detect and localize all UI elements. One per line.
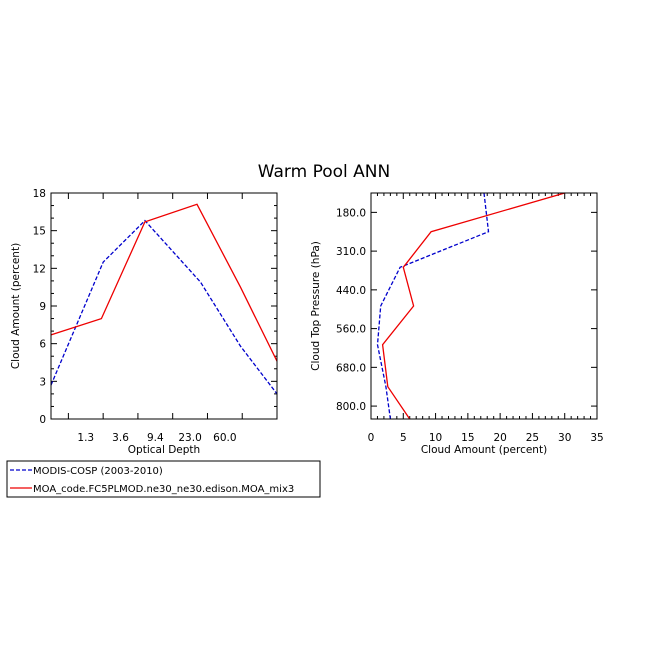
optical-depth-plot-frame <box>50 192 278 420</box>
legend-label-modis: MODIS-COSP (2003-2010) <box>33 466 163 477</box>
x-tick-label: 30 <box>558 432 571 444</box>
optical-depth-xlabel: Optical Depth <box>128 444 200 456</box>
x-tick-label: 10 <box>429 432 442 444</box>
cloud-amount-ylabel: Cloud Amount (percent) <box>10 243 22 369</box>
series-line-modis <box>50 219 278 395</box>
y-tick-label: 560.0 <box>336 324 366 336</box>
y-tick-label: 6 <box>39 339 46 351</box>
y-tick-label: 440.0 <box>336 285 366 297</box>
pressure-profile-chart: 0 5 10 15 20 25 30 35 180.0 310.0 440.0 560.0 680.0 8… <box>310 192 604 456</box>
cloud-amount-xlabel: Cloud Amount (percent) <box>421 444 547 456</box>
y-tick-label: 3 <box>39 376 46 388</box>
x-tick-label: 60.0 <box>213 432 236 444</box>
x-tick-label: 35 <box>590 432 603 444</box>
y-tick-label: 0 <box>39 414 46 426</box>
x-tick-label: 0 <box>368 432 375 444</box>
x-tick-label: 15 <box>461 432 474 444</box>
profile-line-model <box>381 192 565 420</box>
y-tick-label: 9 <box>39 301 46 313</box>
cloud-top-pressure-ylabel: Cloud Top Pressure (hPa) <box>310 241 322 371</box>
y-tick-label: 180.0 <box>336 207 366 219</box>
x-tick-label: 9.4 <box>147 432 164 444</box>
chart-title: Warm Pool ANN <box>258 162 390 182</box>
y-tick-label: 800.0 <box>336 401 366 413</box>
x-tick-label: 20 <box>493 432 506 444</box>
legend-label-model: MOA_code.FC5PLMOD.ne30_ne30.edison.MOA_m… <box>33 484 294 495</box>
y-tick-label: 18 <box>33 188 46 200</box>
y-tick-label: 680.0 <box>336 362 366 374</box>
y-tick-label: 310.0 <box>336 246 366 258</box>
pressure-plot-frame <box>370 192 598 420</box>
y-tick-label: 15 <box>33 226 46 238</box>
series-line-model <box>50 203 278 362</box>
y-tick-label: 12 <box>33 263 46 275</box>
x-tick-label: 5 <box>400 432 407 444</box>
x-tick-label: 25 <box>526 432 539 444</box>
legend: MODIS-COSP (2003-2010) MOA_code.FC5PLMOD… <box>6 460 321 498</box>
legend-frame <box>6 460 321 498</box>
x-tick-label: 3.6 <box>112 432 129 444</box>
x-tick-label: 23.0 <box>178 432 201 444</box>
optical-depth-chart: 0 3 6 9 12 15 18 1.3 3.6 9.4 23.0 60.0 Optical Dept… <box>10 188 278 456</box>
profile-line-modis <box>376 192 490 420</box>
x-tick-label: 1.3 <box>77 432 94 444</box>
